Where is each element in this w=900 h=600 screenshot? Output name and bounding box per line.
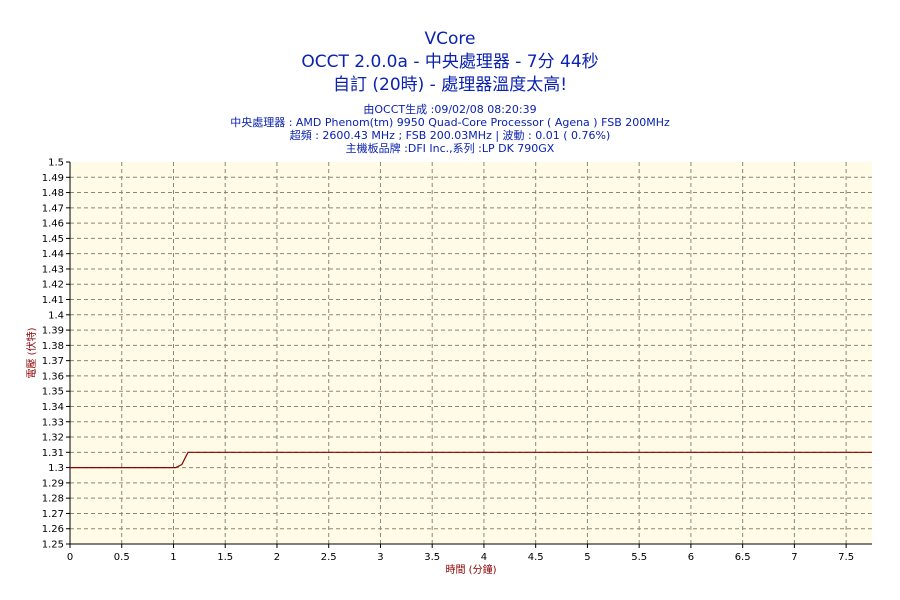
y-tick-label: 1.4 [48,310,64,321]
x-tick-label: 2 [274,552,280,563]
y-tick-label: 1.36 [42,371,64,382]
y-tick-label: 1.33 [42,417,64,428]
y-axis-title: 電壓 (伏特) [25,327,38,378]
x-axis-title: 時間 (分鐘) [446,563,497,576]
x-tick-label: 7.5 [838,552,854,563]
x-tick-label: 4.5 [528,552,544,563]
x-tick-label: 7 [791,552,797,563]
x-tick-label: 1.5 [217,552,233,563]
motherboard-info-line: 主機板品牌 :DFI Inc.,系列 :LP DK 790GX [345,142,555,155]
x-tick-label: 6.5 [735,552,751,563]
x-tick-label: 3 [377,552,383,563]
cpu-info-line: 中央處理器 : AMD Phenom(tm) 9950 Quad-Core Pr… [230,116,670,129]
y-tick-label: 1.27 [42,509,64,520]
chart-title: VCore [424,29,476,49]
overclock-info-line: 超頻 : 2600.43 MHz ; FSB 200.03MHz | 波動 : … [289,129,611,142]
y-tick-label: 1.46 [42,219,64,230]
x-tick-label: 5.5 [631,552,647,563]
y-tick-label: 1.31 [42,448,64,459]
chart-subtitle-test-info: OCCT 2.0.0a - 中央處理器 - 7分 44秒 [301,52,599,72]
y-tick-label: 1.45 [42,234,64,245]
y-tick-label: 1.42 [42,280,64,291]
y-tick-label: 1.43 [42,264,64,275]
y-tick-label: 1.41 [42,295,64,306]
x-tick-label: 3.5 [424,552,440,563]
x-tick-label: 1 [170,552,176,563]
x-tick-label: 5 [584,552,590,563]
y-tick-label: 1.32 [42,433,64,444]
y-tick-label: 1.47 [42,203,64,214]
y-tick-label: 1.29 [42,478,64,489]
y-tick-label: 1.28 [42,494,64,505]
x-tick-label: 6 [688,552,694,563]
plot-area [70,162,872,544]
x-tick-label: 0.5 [114,552,130,563]
x-tick-label: 4 [481,552,487,563]
y-tick-label: 1.38 [42,341,64,352]
y-tick-label: 1.25 [42,540,64,551]
y-tick-label: 1.35 [42,387,64,398]
y-tick-label: 1.48 [42,188,64,199]
y-tick-label: 1.49 [42,173,64,184]
y-tick-label: 1.3 [48,463,64,474]
generated-by-line: 由OCCT生成 :09/02/08 08:20:39 [363,103,537,116]
y-tick-label: 1.26 [42,524,64,535]
y-tick-label: 1.44 [42,249,64,260]
x-tick-label: 2.5 [321,552,337,563]
x-tick-label: 0 [67,552,73,563]
chart-subtitle-mode-info: 自訂 (20時) - 處理器溫度太高! [332,75,568,95]
y-tick-label: 1.39 [42,326,64,337]
y-tick-label: 1.34 [42,402,64,413]
y-tick-label: 1.5 [48,158,64,169]
vcore-series-line [70,451,872,469]
y-tick-label: 1.37 [42,356,64,367]
